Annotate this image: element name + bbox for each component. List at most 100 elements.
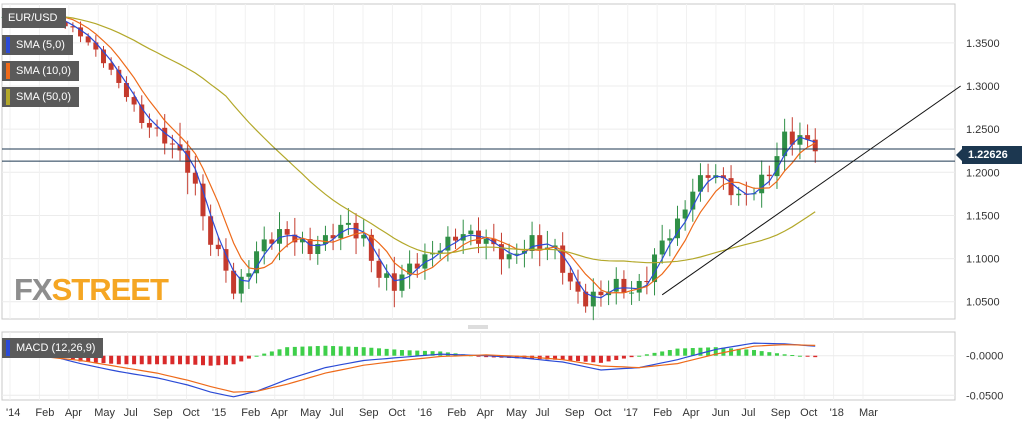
time-tick-label: Jul (124, 407, 138, 419)
candle-body (146, 122, 152, 128)
macd-histogram-bar (736, 348, 741, 356)
macd-line (4, 342, 816, 398)
time-tick-label: Oct (594, 407, 611, 419)
macd-histogram-bar (208, 355, 213, 366)
macd-histogram-bar (805, 355, 810, 357)
time-tick-label: May (506, 407, 527, 419)
macd-histogram-bar (354, 346, 359, 356)
macd-histogram-bar (767, 352, 772, 356)
candle-body (575, 281, 581, 292)
macd-tick-label: -0.0000 (966, 351, 1003, 363)
candle-body (123, 82, 129, 98)
candle-body (93, 42, 99, 50)
candle-body (269, 239, 275, 244)
candle-body (407, 263, 413, 275)
price-tick-label: 1.0500 (966, 297, 1000, 309)
sma5-swatch (6, 37, 10, 53)
macd-histogram-bar (591, 355, 596, 363)
macd-histogram-bar (430, 351, 435, 356)
time-tick-label: Sep (565, 407, 585, 419)
sma5-label: SMA (5,0) (16, 39, 65, 51)
macd-histogram-bar (744, 349, 749, 356)
candle-body (476, 230, 481, 244)
candle-body (185, 150, 191, 173)
macd-histogram-bar (698, 347, 703, 356)
macd-histogram-bar (690, 348, 695, 356)
pane-resize-handle[interactable] (468, 325, 488, 329)
legend-sma50[interactable]: SMA (50,0) (2, 87, 80, 107)
candle-body (116, 69, 122, 83)
time-tick-label: Oct (388, 407, 405, 419)
macd-histogram-bar (637, 355, 642, 357)
macd-histogram-bar (790, 355, 795, 357)
candle-body (338, 224, 344, 239)
candle-body (384, 273, 390, 278)
candle-body (567, 272, 573, 282)
legend-macd[interactable]: MACD (12,26,9) (2, 338, 104, 358)
legend-sma10[interactable]: SMA (10,0) (2, 61, 80, 81)
macd-histogram-bar (147, 355, 152, 365)
candle-body (705, 175, 711, 178)
candle-body (560, 245, 566, 273)
macd-histogram-bar (277, 349, 282, 356)
candle-body (345, 222, 351, 225)
time-tick-label: Feb (653, 407, 672, 419)
price-tick-label: 1.3500 (966, 38, 1000, 50)
candle-body (629, 292, 635, 294)
macd-histogram-bar (629, 355, 634, 358)
time-tick-label: Feb (447, 407, 466, 419)
macd-histogram-bar (614, 355, 619, 360)
candle-body (805, 135, 811, 140)
candle-body (231, 270, 237, 294)
candle-body (782, 131, 788, 157)
macd-histogram-bar (323, 345, 328, 356)
legend-sma5[interactable]: SMA (5,0) (2, 35, 73, 55)
macd-histogram-bar (338, 346, 343, 356)
time-tick-label: Feb (35, 407, 54, 419)
macd-histogram-bar (422, 350, 427, 356)
candle-body (652, 254, 658, 283)
macd-histogram-bar (813, 355, 818, 358)
candle-body (78, 27, 84, 37)
macd-histogram-bar (331, 346, 336, 356)
macd-swatch (6, 340, 10, 356)
macd-histogram-bar (139, 355, 144, 365)
macd-histogram-bar (652, 352, 657, 356)
macd-histogram-bar (660, 351, 665, 356)
time-tick-label: Mar (859, 407, 878, 419)
macd-histogram-bar (553, 355, 558, 360)
candle-body (353, 222, 359, 239)
candle-body (131, 97, 137, 105)
candle-body (361, 234, 367, 239)
macd-histogram-bar (721, 347, 726, 356)
candle-body (322, 235, 328, 244)
macd-histogram-bar (239, 355, 244, 362)
macd-histogram-bar (797, 355, 802, 357)
time-tick-label: Feb (241, 407, 260, 419)
candle-body (200, 183, 206, 217)
candle-body (299, 239, 305, 243)
candle-body (414, 263, 420, 269)
time-tick-label: Sep (153, 407, 173, 419)
macd-histogram-bar (231, 355, 236, 365)
candle-body (506, 254, 512, 260)
price-tick-label: 1.1500 (966, 210, 1000, 222)
sma10-line (3, 13, 816, 294)
sma50-label: SMA (50,0) (16, 91, 72, 103)
macd-histogram-bar (101, 355, 106, 364)
macd-histogram-bar (170, 355, 175, 365)
candle-body (368, 234, 374, 261)
macd-histogram-bar (392, 349, 397, 356)
time-tick-label: Apr (271, 407, 288, 419)
time-tick-label: Sep (771, 407, 791, 419)
candle-body (583, 291, 589, 307)
time-tick-label: '17 (624, 407, 638, 419)
macd-histogram-bar (713, 347, 718, 356)
candle-body (208, 216, 214, 245)
time-tick-label: May (300, 407, 321, 419)
sma10-label: SMA (10,0) (16, 65, 72, 77)
watermark-fx: FX (14, 272, 53, 307)
price-tick-label: 1.2000 (966, 167, 1000, 179)
candle-body (491, 238, 497, 245)
